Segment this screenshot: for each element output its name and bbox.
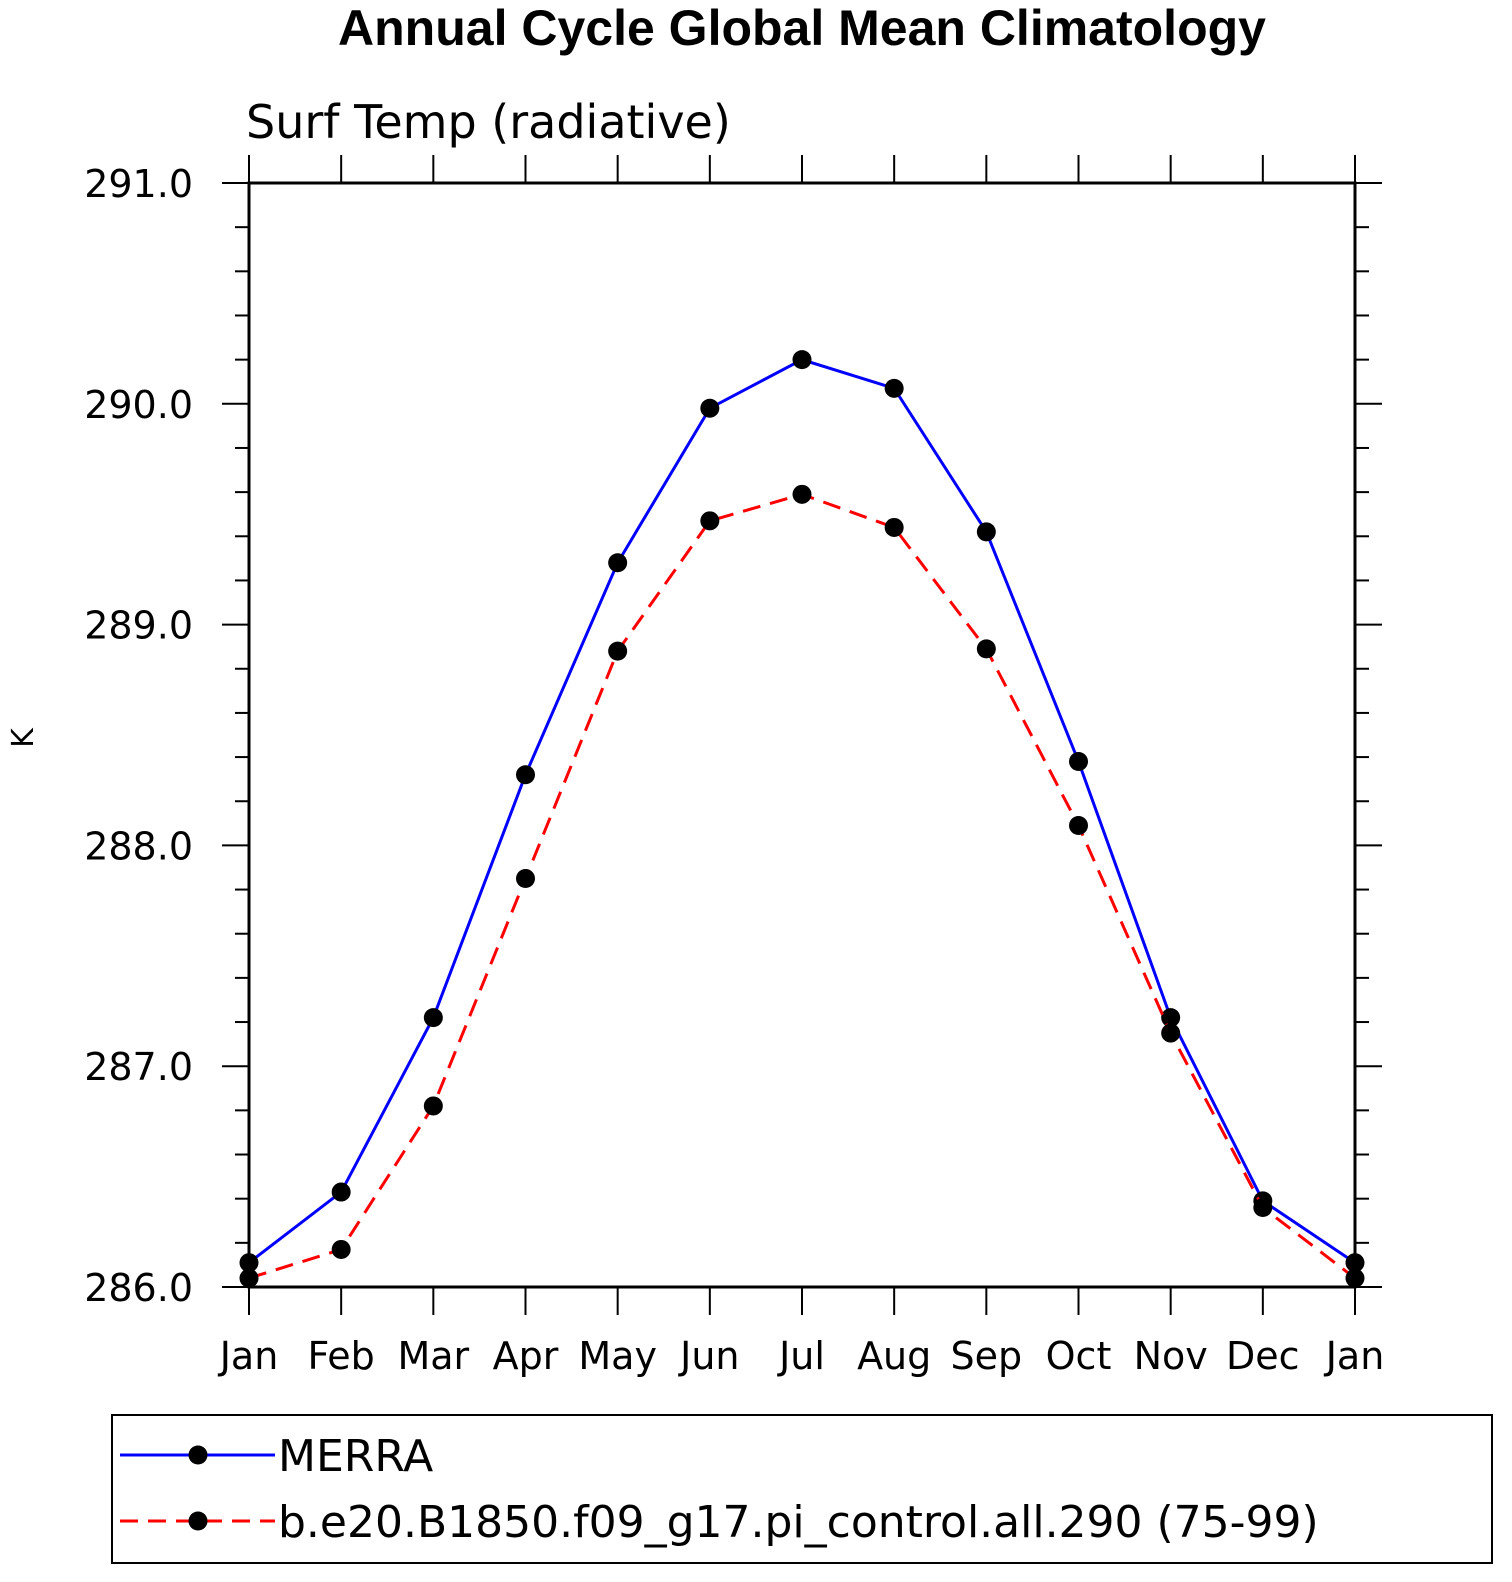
x-tick-label: Oct (1046, 1334, 1112, 1378)
legend-label: MERRA (278, 1431, 433, 1482)
x-tick-label: Jun (678, 1334, 739, 1378)
y-tick-label: 286.0 (84, 1266, 193, 1310)
x-tick-label: May (578, 1334, 657, 1378)
y-tick-label: 291.0 (84, 162, 193, 206)
y-tick-label: 289.0 (84, 604, 193, 648)
data-point (792, 484, 812, 504)
series-line (248, 492, 1356, 1280)
x-tick-label: Nov (1134, 1334, 1208, 1378)
legend-entry-1: MERRA (120, 1431, 433, 1482)
data-point (1069, 751, 1088, 771)
y-tick-label: 288.0 (84, 824, 193, 868)
axis-ticks (222, 155, 1382, 1315)
x-tick-label: Jan (1324, 1334, 1385, 1378)
y-tick-labels: 286.0 287.0 288.0 289.0 290.0 291.0 (84, 162, 193, 1310)
data-point (608, 553, 628, 573)
data-point (792, 350, 812, 370)
data-point (423, 1008, 443, 1028)
x-tick-label: Jan (218, 1334, 279, 1378)
legend-entries: MERRA b.e20.B1850.f09_g17.pi_control.all.… (120, 1431, 1319, 1548)
series-1 (239, 350, 1365, 1273)
data-point (331, 1239, 351, 1259)
data-point (516, 765, 535, 785)
x-tick-label: Sep (951, 1334, 1023, 1378)
legend-label: b.e20.B1850.f09_g17.pi_control.all.290 (… (278, 1497, 1319, 1548)
data-point (976, 522, 996, 542)
data-point (1161, 1008, 1181, 1028)
plot-series (239, 350, 1365, 1288)
legend-marker (188, 1445, 208, 1465)
data-point (608, 641, 628, 661)
data-point (423, 1096, 443, 1116)
x-tick-label: Apr (493, 1334, 559, 1378)
data-point (1253, 1198, 1273, 1218)
series-2 (239, 484, 1365, 1288)
x-tick-label: Jul (777, 1334, 825, 1378)
data-point (516, 869, 535, 889)
y-tick-label: 290.0 (84, 383, 193, 427)
x-tick-label: Mar (397, 1334, 469, 1378)
data-point (700, 398, 720, 418)
x-tick-label: Dec (1226, 1334, 1300, 1378)
x-tick-label: Feb (308, 1334, 375, 1378)
x-tick-labels: Jan Feb Mar Apr May Jun Jul Aug Sep Oct Nov Dec Jan (218, 1334, 1385, 1378)
chart-subtitle: Surf Temp (radiative) (246, 95, 731, 149)
data-point (884, 517, 904, 537)
data-point (1161, 1023, 1181, 1043)
data-point (976, 639, 996, 659)
chart-title: Annual Cycle Global Mean Climatology (338, 0, 1266, 56)
legend-marker (188, 1511, 208, 1531)
data-point (884, 378, 904, 398)
legend: MERRA b.e20.B1850.f09_g17.pi_control.all.… (111, 1414, 1493, 1564)
legend-entry-2: b.e20.B1850.f09_g17.pi_control.all.290 (… (120, 1497, 1319, 1548)
data-point (700, 511, 720, 531)
y-tick-label: 287.0 (84, 1045, 193, 1089)
plot-frame (247, 181, 1357, 1289)
y-axis-label: K (6, 727, 41, 748)
data-point (331, 1182, 351, 1202)
x-tick-label: Aug (857, 1334, 931, 1378)
legend-box (111, 1414, 1493, 1564)
data-point (1069, 816, 1088, 836)
